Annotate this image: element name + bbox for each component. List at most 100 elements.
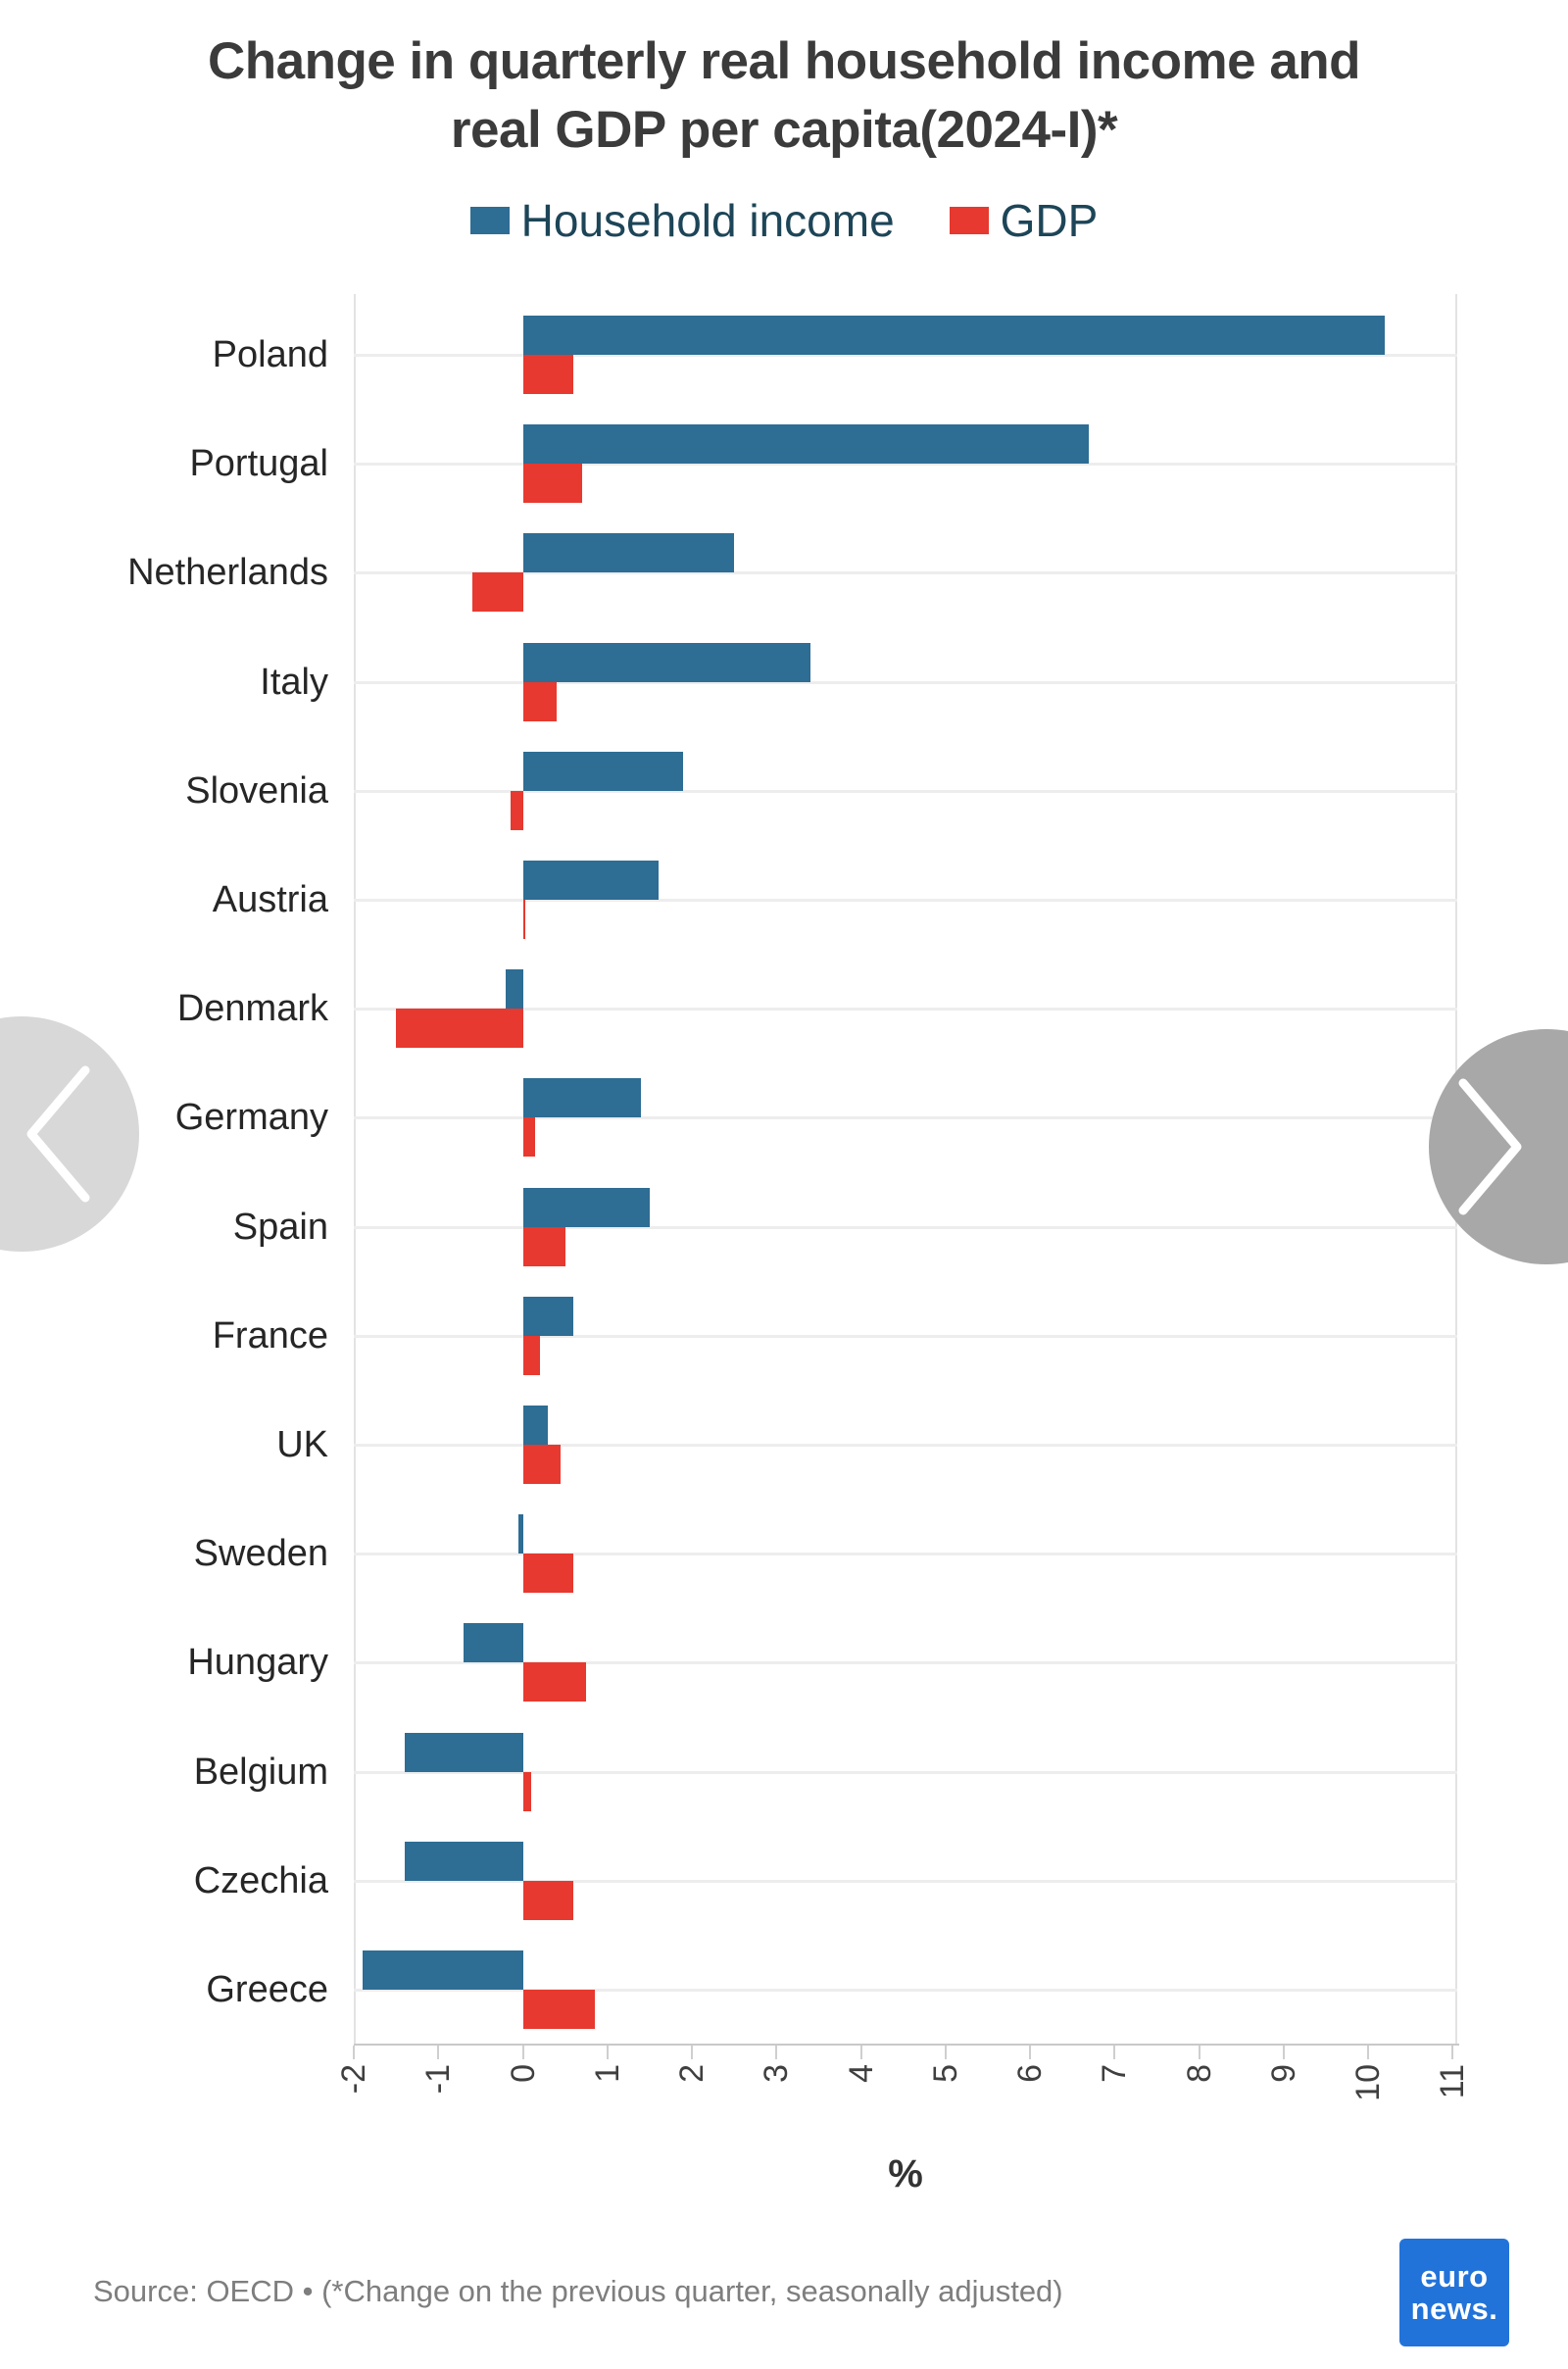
gdp-bar-austria xyxy=(522,900,525,939)
gdp-bar-sweden xyxy=(522,1554,574,1594)
x-tick xyxy=(775,2046,778,2059)
x-tick xyxy=(353,2046,355,2059)
household-income-bar-uk xyxy=(522,1406,549,1445)
euronews-logo-line1: euro xyxy=(1420,2259,1489,2294)
legend-item-gdp: GDP xyxy=(949,194,1099,247)
country-label-italy: Italy xyxy=(260,661,328,703)
row-gridline xyxy=(354,1661,1457,1665)
gdp-bar-belgium xyxy=(522,1771,532,1811)
row-gridline xyxy=(354,680,1457,684)
household-income-bar-poland xyxy=(522,316,1386,355)
chart-title: Change in quarterly real household incom… xyxy=(0,27,1568,165)
household-income-bar-portugal xyxy=(522,424,1090,465)
x-tick xyxy=(1198,2046,1200,2059)
country-label-slovenia: Slovenia xyxy=(185,769,328,812)
country-label-germany: Germany xyxy=(174,1097,328,1139)
x-axis-title: % xyxy=(888,2152,923,2196)
row-gridline xyxy=(354,1116,1457,1120)
row-gridline xyxy=(354,789,1457,793)
row-gridline xyxy=(354,1879,1457,1883)
gdp-swatch xyxy=(949,207,989,234)
chevron-right-icon xyxy=(1458,1078,1522,1215)
x-tick xyxy=(1113,2046,1116,2059)
carousel-next-button[interactable] xyxy=(1429,1029,1568,1264)
chart-legend: Household income GDP xyxy=(0,194,1568,247)
x-tick xyxy=(1282,2046,1285,2059)
country-label-portugal: Portugal xyxy=(189,443,328,485)
country-label-denmark: Denmark xyxy=(176,988,328,1030)
household-income-bar-greece xyxy=(362,1950,523,1990)
household-income-bar-germany xyxy=(522,1078,642,1118)
x-tick xyxy=(859,2046,862,2059)
x-tick xyxy=(1367,2046,1369,2059)
row-gridline xyxy=(354,1444,1457,1447)
country-label-austria: Austria xyxy=(212,879,328,920)
country-label-spain: Spain xyxy=(232,1206,328,1248)
chart-title-line2: real GDP per capita(2024-I)* xyxy=(450,100,1118,159)
household-income-bar-italy xyxy=(522,642,810,682)
gdp-bar-france xyxy=(522,1335,540,1375)
country-label-belgium: Belgium xyxy=(193,1751,328,1793)
country-label-hungary: Hungary xyxy=(187,1642,328,1684)
household-income-bar-slovenia xyxy=(522,751,684,791)
row-gridline xyxy=(354,463,1457,467)
x-tick xyxy=(521,2046,524,2059)
household-income-bar-denmark xyxy=(506,969,523,1010)
country-label-netherlands: Netherlands xyxy=(127,552,328,594)
household-income-bar-sweden xyxy=(518,1514,523,1555)
gdp-bar-spain xyxy=(522,1226,565,1266)
gdp-bar-denmark xyxy=(396,1009,523,1049)
country-label-france: France xyxy=(212,1314,328,1357)
x-tick xyxy=(437,2046,440,2059)
gdp-bar-uk xyxy=(522,1445,562,1484)
gdp-bar-czechia xyxy=(522,1880,574,1920)
chevron-left-icon xyxy=(26,1065,90,1203)
source-note: Source: OECD • (*Change on the previous … xyxy=(93,2274,1063,2308)
x-tick xyxy=(944,2046,947,2059)
row-gridline xyxy=(354,899,1457,902)
carousel-previous-button[interactable] xyxy=(0,1016,139,1252)
gdp-bar-portugal xyxy=(522,464,582,504)
household-income-bar-belgium xyxy=(404,1732,523,1772)
x-tick xyxy=(1451,2046,1454,2059)
euronews-logo-line2: news. xyxy=(1410,2292,1498,2326)
household-income-swatch xyxy=(469,207,510,234)
gdp-bar-poland xyxy=(522,355,574,394)
household-income-bar-austria xyxy=(522,861,659,900)
row-gridline xyxy=(354,1334,1457,1338)
x-tick xyxy=(691,2046,693,2059)
household-income-bar-france xyxy=(522,1296,574,1336)
legend-label-gdp: GDP xyxy=(1000,195,1099,246)
euronews-logo: euro news. xyxy=(1399,2239,1509,2346)
plot-area: Poland Portugal Netherlands Italy Slovenia Au… xyxy=(127,294,1457,2044)
gdp-bar-hungary xyxy=(522,1662,587,1703)
gdp-bar-netherlands xyxy=(471,572,523,613)
plot-boundary-line xyxy=(354,294,356,2044)
gdp-bar-greece xyxy=(522,1990,595,2029)
chart-title-line1: Change in quarterly real household incom… xyxy=(207,32,1361,90)
row-gridline xyxy=(354,1008,1457,1012)
country-label-czechia: Czechia xyxy=(193,1859,328,1901)
household-income-bar-netherlands xyxy=(522,533,735,573)
row-gridline xyxy=(354,571,1457,575)
row-gridline xyxy=(354,1553,1457,1556)
country-label-poland: Poland xyxy=(212,334,328,375)
row-gridline xyxy=(354,354,1457,357)
legend-label-household-income: Household income xyxy=(520,195,895,246)
household-income-bar-spain xyxy=(522,1187,650,1227)
row-gridline xyxy=(354,1225,1457,1229)
x-tick xyxy=(606,2046,609,2059)
x-axis-line xyxy=(354,2044,1459,2046)
country-label-sweden: Sweden xyxy=(193,1533,328,1575)
country-label-uk: UK xyxy=(276,1424,328,1465)
x-tick xyxy=(1029,2046,1031,2059)
gdp-bar-italy xyxy=(522,681,557,721)
country-label-greece: Greece xyxy=(206,1969,328,2010)
row-gridline xyxy=(354,1770,1457,1774)
household-income-bar-czechia xyxy=(404,1841,523,1881)
legend-item-household-income: Household income xyxy=(469,194,895,247)
gdp-bar-slovenia xyxy=(510,790,523,830)
household-income-bar-hungary xyxy=(464,1623,523,1663)
gdp-bar-germany xyxy=(522,1117,536,1158)
